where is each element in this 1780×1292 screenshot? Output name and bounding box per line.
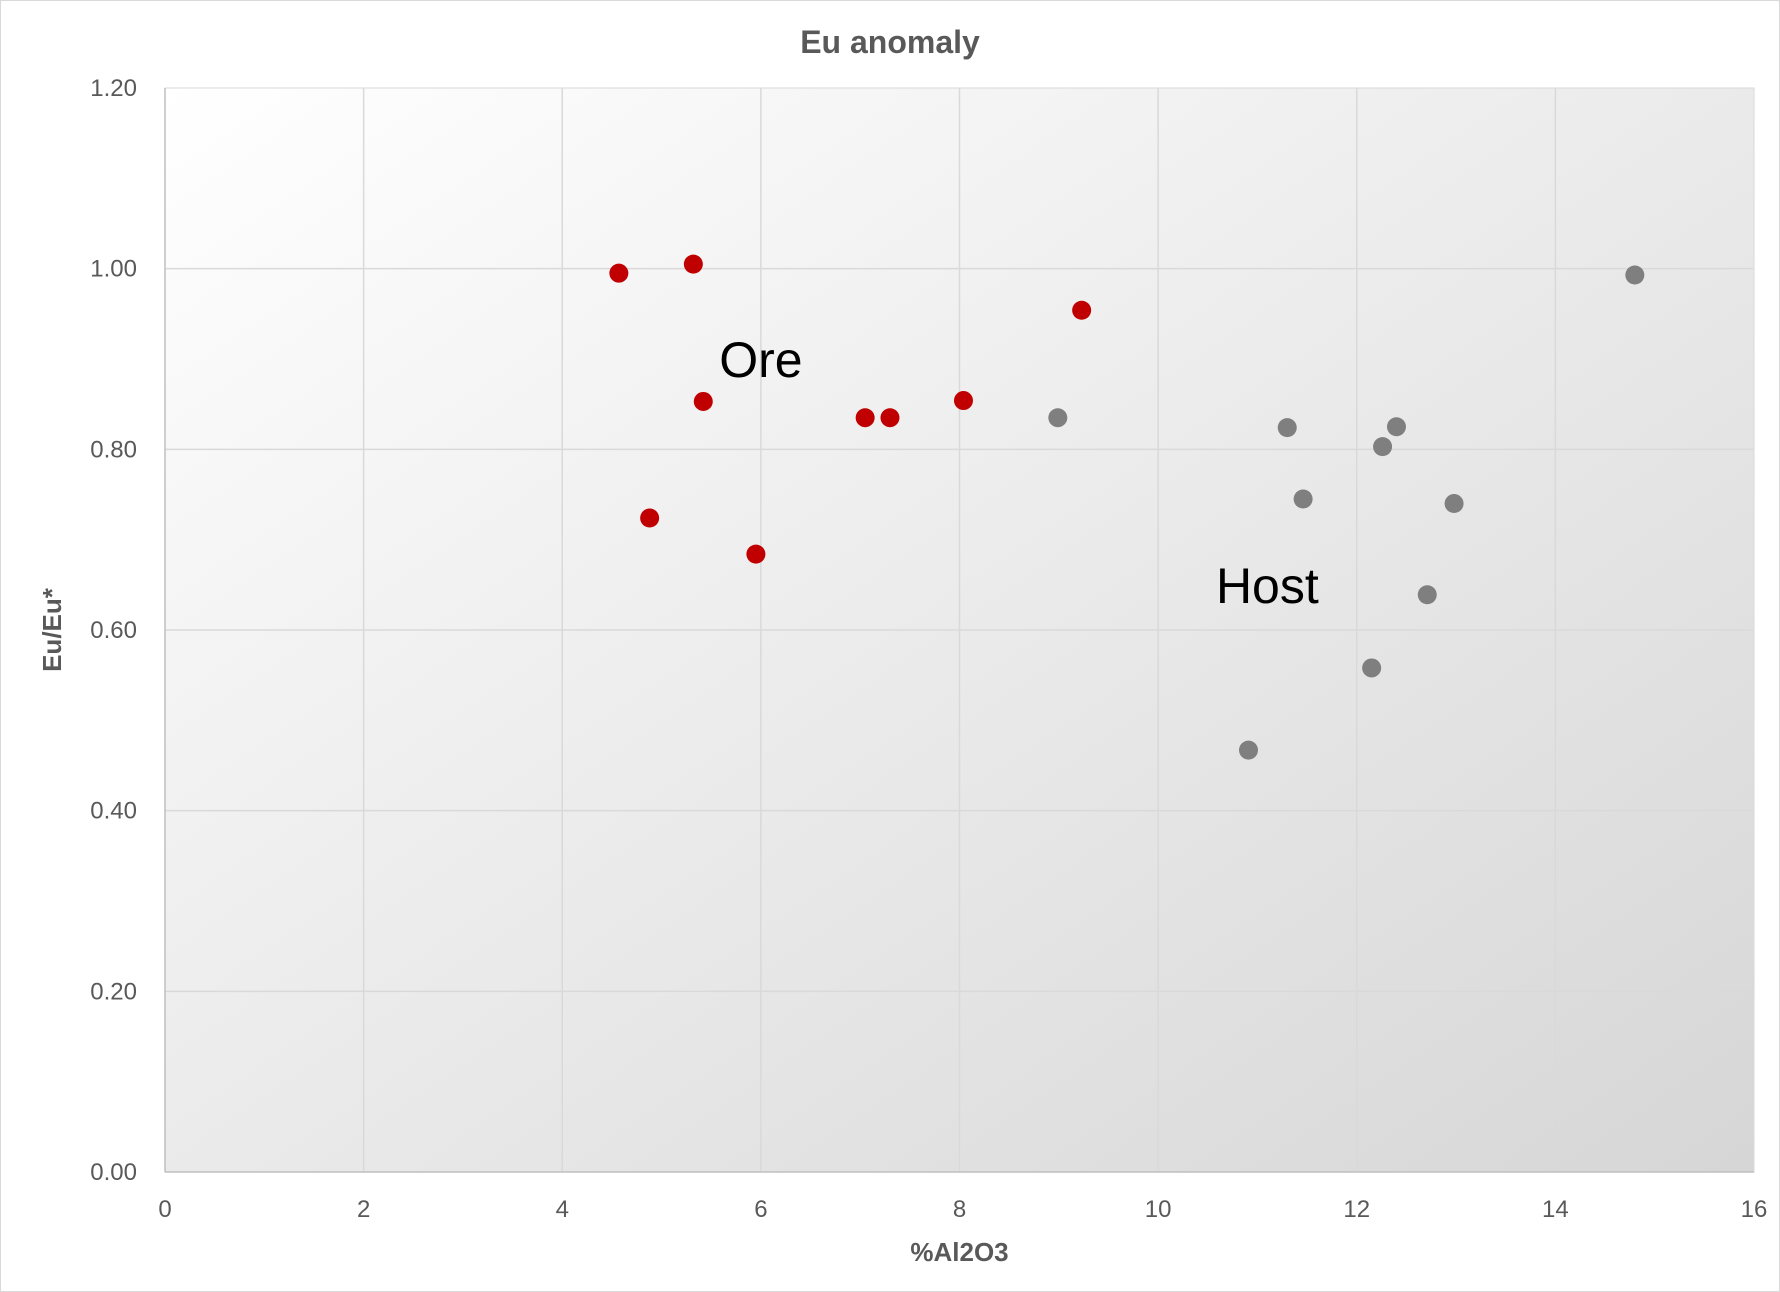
y-tick-label: 0.80: [90, 436, 137, 463]
data-point-series-2: [1444, 494, 1464, 514]
y-tick-label: 0.60: [90, 617, 137, 644]
data-point-series-2: [1386, 417, 1406, 437]
data-point-series-1: [640, 508, 660, 528]
x-tick-label: 14: [1542, 1196, 1569, 1223]
y-tick-label: 0.20: [90, 978, 137, 1005]
data-point-series-1: [683, 254, 703, 274]
data-point-series-1: [693, 391, 713, 411]
annotation-label: Ore: [719, 332, 802, 388]
x-tick-label: 12: [1343, 1196, 1370, 1223]
data-point-series-1: [880, 408, 900, 428]
y-tick-label: 1.20: [90, 75, 137, 102]
data-point-series-2: [1362, 658, 1382, 678]
annotations: Ore Host: [719, 332, 1319, 614]
data-point-series-1: [855, 408, 875, 428]
y-tick-label: 0.40: [90, 798, 137, 825]
annotation-label: Host: [1216, 558, 1319, 614]
data-point-series-2: [1277, 418, 1297, 438]
chart-title: Eu anomaly: [800, 24, 980, 60]
data-point-series-2: [1625, 265, 1645, 285]
grid-lines: [165, 88, 1754, 1172]
data-point-series-2: [1238, 740, 1258, 760]
x-tick-label: 16: [1741, 1196, 1768, 1223]
data-point-series-1: [1072, 300, 1092, 320]
data-points: [609, 254, 1645, 760]
x-tick-label: 4: [556, 1196, 569, 1223]
data-point-series-2: [1373, 437, 1393, 457]
x-tick-label: 6: [754, 1196, 767, 1223]
data-point-series-2: [1293, 489, 1313, 509]
x-tick-label: 0: [158, 1196, 171, 1223]
data-point-series-1: [609, 263, 629, 283]
x-tick-label: 8: [953, 1196, 966, 1223]
y-axis-title: Eu/Eu*: [37, 587, 67, 672]
y-tick-label: 0.00: [90, 1159, 137, 1186]
x-tick-label: 10: [1145, 1196, 1172, 1223]
data-point-series-2: [1048, 408, 1068, 428]
data-point-series-2: [1417, 585, 1437, 605]
axes: [164, 88, 1754, 1173]
x-tick-label: 2: [357, 1196, 370, 1223]
y-tick-label: 1.00: [90, 256, 137, 283]
data-point-series-1: [953, 391, 973, 411]
x-axis-title: %Al2O3: [910, 1237, 1008, 1267]
tick-labels: 0 2 4 6 8 10 12 14 16 0.00 0.20 0.40 0.60 0.80 1.00 1.2…: [90, 75, 1767, 1223]
data-point-series-1: [746, 544, 766, 564]
